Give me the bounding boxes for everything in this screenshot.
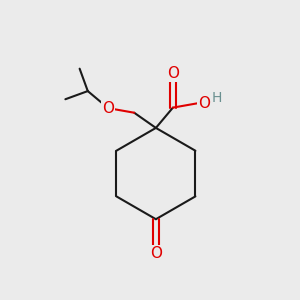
Text: H: H xyxy=(212,91,223,105)
Text: O: O xyxy=(102,100,114,116)
Text: O: O xyxy=(150,246,162,261)
Text: O: O xyxy=(167,66,179,81)
Text: O: O xyxy=(198,95,210,110)
